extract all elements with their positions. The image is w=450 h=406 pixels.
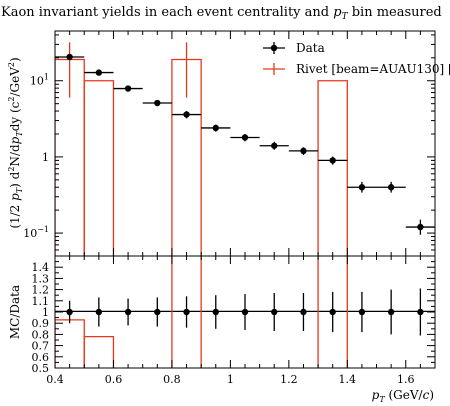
main-panel: 101 1 10−1 — [23, 30, 436, 257]
data-marker — [358, 184, 366, 191]
x-tick-label: 1 — [227, 373, 234, 386]
data-marker — [271, 142, 278, 149]
ratio-marker — [329, 308, 336, 316]
x-tick-label: 0.8 — [163, 373, 181, 386]
data-point — [347, 181, 377, 193]
ratio-point — [241, 294, 249, 330]
x-tick-label: 0.4 — [46, 373, 64, 386]
main-y-tick-label: 10−1 — [23, 225, 49, 240]
ratio-marker — [358, 308, 366, 316]
ratio-y-tick-label: 0.8 — [32, 328, 50, 341]
data-marker — [124, 85, 132, 92]
ratio-y-tick-label: 1.1 — [32, 295, 50, 308]
x-tick-label: 0.6 — [105, 373, 123, 386]
ratio-marker — [66, 308, 73, 316]
ratio-point — [212, 295, 219, 329]
mc-ratio-bin — [317, 256, 348, 368]
ratio-panel: 0.4 0.6 0.8 1 1.2 1.4 1.60.50.60.70.80.911.11.… — [32, 255, 436, 386]
mc-bin — [83, 80, 115, 256]
ratio-y-tick-label: 1.3 — [32, 272, 50, 285]
ratio-marker — [241, 308, 249, 316]
data-marker — [66, 53, 73, 61]
chart-title: Kaon invariant yields in each event cent… — [1, 5, 442, 22]
main-axis-ticks: 101 1 10−1 — [23, 31, 436, 257]
ratio-point — [66, 300, 73, 324]
data-marker — [417, 223, 424, 231]
ratio-marker — [95, 308, 103, 316]
ratio-point — [154, 297, 161, 327]
data-point — [318, 156, 348, 165]
ratio-y-tick-label: 0.9 — [32, 317, 50, 330]
data-points-main — [55, 53, 435, 235]
data-marker — [329, 157, 336, 164]
ratio-marker — [417, 308, 424, 316]
data-point — [288, 147, 319, 155]
mc-bin — [317, 80, 348, 256]
data-point — [113, 85, 143, 92]
ratio-y-axis-label: MC/Data — [8, 285, 22, 339]
ratio-y-tick-label: 1.4 — [32, 261, 50, 274]
ratio-point — [300, 292, 307, 332]
ratio-y-tick-label: 1 — [42, 306, 49, 319]
legend-mc-label: Rivet [beam=AUAU130] [c — [296, 62, 450, 76]
data-point — [84, 69, 114, 76]
data-point — [230, 133, 260, 142]
ratio-marker — [300, 308, 307, 316]
ratio-marker — [212, 308, 219, 316]
x-tick-label: 1.4 — [339, 373, 357, 386]
ratio-y-tick-label: 0.7 — [32, 340, 50, 353]
data-point — [259, 141, 289, 150]
data-marker — [183, 111, 190, 118]
data-marker — [212, 124, 219, 132]
ratio-point — [95, 297, 103, 327]
data-point — [55, 53, 85, 61]
ratio-point — [271, 292, 278, 332]
ratio-y-tick-label: 1.2 — [32, 284, 50, 297]
data-marker — [95, 69, 103, 76]
ratio-y-tick-label: 0.6 — [32, 351, 50, 364]
data-marker — [241, 134, 249, 141]
data-point — [405, 219, 435, 235]
legend-data-label: Data — [296, 41, 325, 55]
mc-ratio-bin — [83, 335, 115, 368]
ratio-point — [358, 291, 366, 333]
legend: Data Rivet [beam=AUAU130] [c — [263, 41, 450, 76]
data-point — [171, 111, 202, 119]
data-marker — [154, 99, 161, 107]
data-marker — [300, 147, 307, 155]
ratio-point — [183, 296, 190, 328]
x-axis-label: pT (GeV/c) — [372, 388, 434, 404]
data-marker — [387, 184, 395, 191]
mc-ratio-bin — [171, 256, 202, 368]
main-y-tick-label: 101 — [30, 73, 49, 88]
x-tick-label: 1.6 — [397, 373, 415, 386]
data-point — [142, 99, 172, 107]
x-tick-label: 1.2 — [280, 373, 298, 386]
ratio-marker — [124, 308, 132, 316]
ratio-marker — [271, 308, 278, 316]
ratio-axis-ticks: 0.4 0.6 0.8 1 1.2 1.4 1.60.50.60.70.80.911.11.… — [32, 255, 436, 386]
ratio-marker — [154, 308, 161, 316]
data-point — [376, 181, 406, 193]
ratio-point — [329, 291, 336, 333]
ratio-point — [124, 298, 132, 326]
ratio-point — [417, 288, 424, 336]
ratio-y-tick-label: 0.5 — [32, 362, 50, 375]
data-points-ratio — [66, 288, 424, 336]
y-axis-label: (1/2 pT) d2N/dpTdy (c2/GeV2) — [7, 57, 24, 228]
legend-data-marker — [270, 44, 278, 52]
ratio-marker — [387, 308, 395, 316]
main-y-tick-label: 1 — [42, 151, 49, 164]
data-point — [201, 124, 231, 132]
ratio-point — [387, 289, 395, 335]
ratio-marker — [183, 308, 190, 316]
